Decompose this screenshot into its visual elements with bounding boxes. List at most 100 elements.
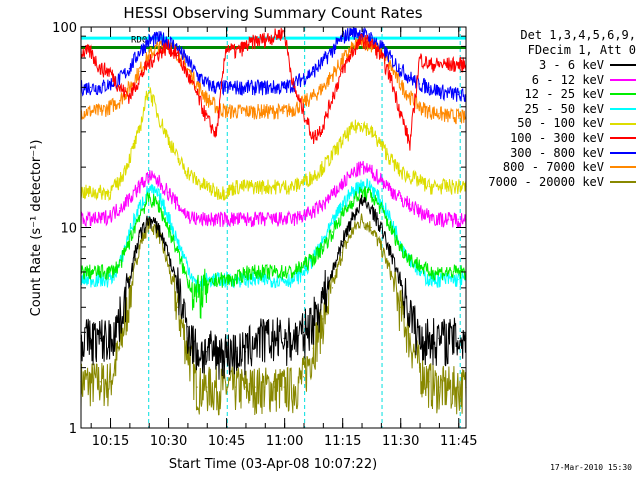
series-line <box>80 178 467 293</box>
data-point <box>302 271 305 273</box>
data-point <box>109 191 111 193</box>
data-point <box>186 326 189 328</box>
data-point <box>293 185 295 188</box>
data-point <box>167 264 169 266</box>
data-point <box>331 271 334 273</box>
data-point <box>225 45 227 48</box>
data-point <box>351 173 353 175</box>
data-point <box>409 143 411 145</box>
data-point <box>254 337 256 339</box>
data-point <box>399 197 401 199</box>
data-point <box>264 38 266 40</box>
data-point <box>225 191 227 193</box>
data-point <box>254 386 256 388</box>
data-point <box>177 158 179 160</box>
data-point <box>438 337 440 339</box>
data-point <box>128 86 130 88</box>
data-point <box>370 37 372 39</box>
data-point <box>206 287 208 289</box>
series-line <box>80 213 467 416</box>
data-point <box>351 200 353 202</box>
chart-title: HESSI Observing Summary Count Rates <box>123 4 422 22</box>
data-point <box>148 86 150 88</box>
data-point <box>128 241 130 243</box>
legend-entries: 3 - 6 keV 6 - 12 keV 12 - 25 keV 25 - 50 ke… <box>470 58 636 189</box>
data-point <box>186 214 189 216</box>
data-point <box>351 218 353 220</box>
data-point <box>99 271 101 273</box>
data-point <box>206 185 208 188</box>
data-point <box>322 296 324 298</box>
data-point <box>283 218 285 220</box>
data-point <box>341 59 343 62</box>
data-point <box>457 185 459 188</box>
x-tick-label: 11:15 <box>324 434 361 449</box>
data-point <box>206 218 208 220</box>
data-point <box>351 51 353 53</box>
data-point <box>119 86 121 88</box>
data-point <box>177 287 179 289</box>
series-line <box>80 194 467 380</box>
data-point <box>138 214 140 216</box>
series-line <box>80 87 467 202</box>
y-tick-label: 10 <box>60 222 77 237</box>
data-point <box>90 51 92 53</box>
legend-entry: 100 - 300 keV <box>470 131 636 146</box>
data-point <box>418 83 421 85</box>
data-point <box>138 51 140 53</box>
data-point <box>157 37 159 39</box>
data-point <box>360 191 363 193</box>
data-point <box>447 278 450 281</box>
data-point <box>128 158 130 160</box>
data-point <box>196 386 198 388</box>
data-point <box>215 351 218 353</box>
legend-entry: 3 - 6 keV <box>470 58 636 73</box>
legend-label: 6 - 12 keV <box>531 72 604 87</box>
data-point <box>351 191 353 193</box>
data-point <box>119 78 121 80</box>
data-point <box>157 226 159 229</box>
data-point <box>273 271 276 273</box>
data-point <box>244 185 247 188</box>
data-point <box>254 271 256 273</box>
data-point <box>128 95 130 98</box>
data-point <box>90 218 92 220</box>
data-point <box>148 40 150 42</box>
data-point <box>293 86 295 88</box>
data-point <box>119 180 121 182</box>
data-point <box>273 86 276 88</box>
data-point <box>341 140 343 142</box>
data-point <box>351 128 353 130</box>
data-point <box>273 386 276 388</box>
data-point <box>90 191 92 193</box>
data-point <box>457 218 459 220</box>
data-point <box>264 386 266 388</box>
data-point <box>186 73 189 76</box>
data-point <box>206 351 208 353</box>
data-point <box>438 386 440 388</box>
data-point <box>360 39 363 41</box>
data-point <box>157 180 159 182</box>
data-point <box>360 183 363 185</box>
data-point <box>244 45 247 48</box>
data-point <box>109 83 111 85</box>
data-point <box>389 188 392 190</box>
data-point <box>244 278 247 281</box>
data-point <box>186 171 189 173</box>
data-point <box>380 200 382 202</box>
data-point <box>138 78 140 80</box>
data-point <box>283 271 285 273</box>
flag-label-rd0: RD0 <box>131 36 147 46</box>
data-point <box>428 271 430 273</box>
data-point <box>418 211 421 213</box>
data-point <box>331 231 334 233</box>
data-point <box>254 40 256 42</box>
series-3-6-kev <box>80 194 467 380</box>
data-point <box>389 251 392 254</box>
legend-swatch <box>610 108 636 111</box>
data-point <box>157 52 159 54</box>
data-point <box>273 218 276 220</box>
data-point <box>177 251 179 254</box>
footer-timestamp: 17-Mar-2010 15:30 <box>550 463 632 472</box>
